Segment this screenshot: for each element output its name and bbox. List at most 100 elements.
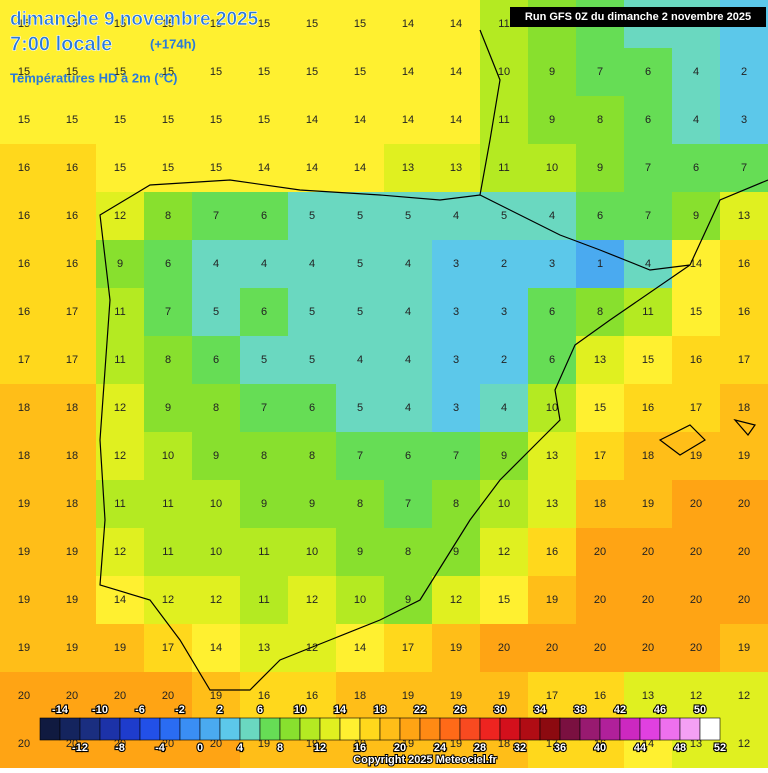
- cell-value: 11: [498, 162, 509, 174]
- cell-value: 12: [306, 594, 318, 606]
- cell-value: 7: [645, 162, 651, 174]
- grid-cell: [720, 624, 768, 673]
- cell-value: 20: [738, 498, 750, 510]
- grid-cell: [144, 192, 193, 241]
- grid-cell: [0, 48, 49, 97]
- scale-label: -14: [52, 704, 69, 716]
- grid-cell: [240, 672, 289, 721]
- grid-cell: [624, 624, 673, 673]
- cell-value: 5: [261, 354, 267, 366]
- cell-value: 5: [357, 402, 363, 414]
- scale-swatch: [579, 717, 601, 741]
- cell-value: 8: [165, 354, 171, 366]
- cell-value: 20: [66, 690, 78, 702]
- grid-cell: [144, 432, 193, 481]
- grid-cell: [672, 384, 721, 433]
- grid-cell: [720, 240, 768, 289]
- grid-cell: [192, 48, 241, 97]
- cell-value: 19: [402, 738, 414, 750]
- grid-cell: [144, 576, 193, 625]
- grid-cell: [480, 336, 529, 385]
- cell-value: 14: [402, 114, 414, 126]
- cell-value: 5: [213, 306, 219, 318]
- scale-label: 38: [574, 704, 586, 716]
- grid-cell: [144, 480, 193, 529]
- grid-cell: [480, 672, 529, 721]
- cell-value: 10: [498, 66, 510, 78]
- scale-label: 42: [614, 704, 626, 716]
- grid-cell: [624, 432, 673, 481]
- cell-value: 13: [594, 354, 606, 366]
- cell-value: 9: [117, 258, 123, 270]
- grid-cell: [672, 576, 721, 625]
- cell-value: 13: [642, 690, 654, 702]
- scale-swatch: [679, 717, 701, 741]
- grid-cell: [48, 192, 97, 241]
- cell-value: 11: [162, 498, 173, 510]
- grid-cell: [576, 624, 625, 673]
- grid-cell: [0, 192, 49, 241]
- cell-value: 13: [690, 738, 702, 750]
- grid-cell: [288, 48, 337, 97]
- island-outline: [658, 418, 756, 456]
- cell-value: 15: [258, 66, 270, 78]
- grid-cell: [288, 576, 337, 625]
- grid-cell: [192, 192, 241, 241]
- cell-value: 14: [402, 66, 414, 78]
- cell-value: 17: [402, 642, 414, 654]
- grid-cell: [432, 144, 481, 193]
- grid-cell: [192, 288, 241, 337]
- cell-value: 2: [501, 354, 507, 366]
- grid-cell: [528, 576, 577, 625]
- cell-value: 20: [162, 690, 174, 702]
- cell-value: 19: [450, 690, 462, 702]
- cell-value: 11: [258, 594, 269, 606]
- cell-value: 2: [741, 66, 747, 78]
- cell-value: 15: [162, 66, 174, 78]
- grid-cell: [0, 0, 49, 49]
- cell-value: 17: [594, 450, 606, 462]
- grid-cell: [144, 336, 193, 385]
- grid-cell: [432, 384, 481, 433]
- scale-swatch: [659, 717, 681, 741]
- grid-cell: [576, 336, 625, 385]
- grid-cell: [576, 576, 625, 625]
- scale-swatch: [619, 717, 641, 741]
- cell-value: 7: [645, 210, 651, 222]
- cell-value: 20: [690, 546, 702, 558]
- cell-value: 9: [405, 594, 411, 606]
- scale-label: -12: [72, 742, 88, 754]
- cell-value: 6: [261, 210, 267, 222]
- grid-cell: [336, 480, 385, 529]
- cell-value: 20: [690, 642, 702, 654]
- scale-swatch: [279, 717, 301, 741]
- cell-value: 16: [66, 210, 78, 222]
- grid-cell: [144, 0, 193, 49]
- cell-value: 5: [309, 306, 315, 318]
- cell-value: 19: [354, 738, 366, 750]
- cell-value: 1: [597, 258, 603, 270]
- cell-value: 14: [354, 114, 366, 126]
- grid-cell: [720, 192, 768, 241]
- grid-cell: [624, 480, 673, 529]
- cell-value: 11: [162, 546, 173, 558]
- grid-cell: [672, 624, 721, 673]
- grid-cell: [384, 144, 433, 193]
- grid-cell: [720, 576, 768, 625]
- cell-value: 17: [66, 354, 78, 366]
- cell-value: 15: [114, 18, 126, 30]
- cell-value: 13: [546, 498, 558, 510]
- grid-cell: [288, 480, 337, 529]
- scale-label: 0: [197, 742, 203, 754]
- grid-cell: [48, 384, 97, 433]
- cell-value: 10: [306, 546, 318, 558]
- scale-swatch: [179, 717, 201, 741]
- grid-cell: [336, 384, 385, 433]
- grid-cell: [96, 0, 145, 49]
- cell-value: 20: [738, 546, 750, 558]
- grid-cell: [720, 96, 768, 145]
- grid-cell: [432, 576, 481, 625]
- cell-value: 12: [114, 210, 126, 222]
- grid-cell: [240, 288, 289, 337]
